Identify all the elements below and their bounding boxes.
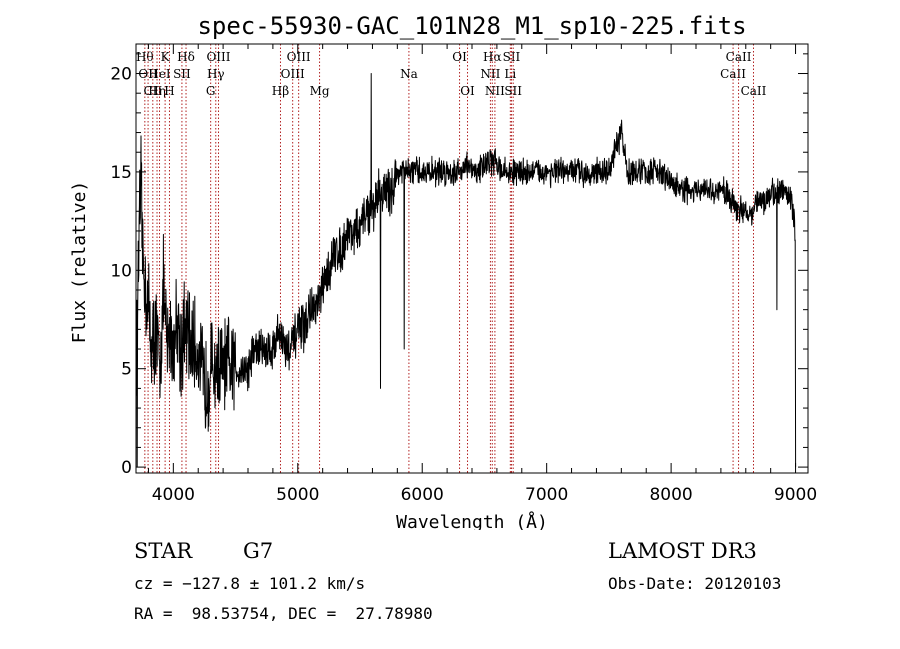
line-marker-label: OII xyxy=(138,67,158,81)
line-marker-label: CaII xyxy=(741,84,767,98)
spectrum-chart: spec-55930-GAC_101N28_M1_sp10-225.fits H… xyxy=(69,12,817,530)
line-marker-label: OIII xyxy=(206,50,230,64)
redshift-text: cz = −127.8 ± 101.2 km/s xyxy=(134,574,366,593)
y-tick-label: 0 xyxy=(121,458,132,478)
x-axis-label: Wavelength (Å) xyxy=(396,511,548,530)
y-tick-label: 5 xyxy=(121,360,132,380)
line-marker-label: OIII xyxy=(287,50,311,64)
line-marker-label: NII xyxy=(485,84,505,98)
object-subclass: G7 xyxy=(243,539,274,563)
spectrum-series xyxy=(135,73,797,468)
line-marker-label: Hγ xyxy=(207,67,225,81)
line-marker-label: G xyxy=(206,84,216,98)
spectrum-line xyxy=(135,73,797,468)
line-marker-label: CII xyxy=(143,84,162,98)
line-marker-label: Mg xyxy=(310,84,330,98)
line-marker-label: HeI xyxy=(148,67,171,81)
line-marker-label: Hδ xyxy=(177,50,195,64)
line-marker-label: Hη xyxy=(148,84,166,98)
x-tick-label: 9000 xyxy=(774,485,817,505)
line-marker-label: SII xyxy=(503,50,521,64)
line-marker-label: SII xyxy=(504,84,522,98)
y-tick-label: 20 xyxy=(110,65,132,85)
x-tick-label: 8000 xyxy=(649,485,692,505)
line-marker-label: SII xyxy=(173,67,191,81)
line-marker-label: CaII xyxy=(720,67,746,81)
x-tick-label: 7000 xyxy=(525,485,568,505)
coordinates: RA = 98.53754, DEC = 27.78980 xyxy=(134,604,433,623)
line-marker-label: Hθ xyxy=(136,50,154,64)
line-marker-label: Na xyxy=(400,67,418,81)
y-tick-label: 10 xyxy=(110,261,132,281)
y-axis-label: Flux (relative) xyxy=(69,181,90,344)
line-marker-label: Hα xyxy=(483,50,502,64)
survey-name: LAMOST DR3 xyxy=(608,539,757,563)
object-class: STAR xyxy=(134,539,193,563)
line-marker-label: NII xyxy=(480,67,500,81)
line-marker-label: OIII xyxy=(281,67,305,81)
x-tick-label: 6000 xyxy=(401,485,444,505)
line-marker-label: OI xyxy=(452,50,467,64)
line-marker-label: H xyxy=(164,84,174,98)
line-marker-label: Hβ xyxy=(272,84,289,98)
axes: 4000 5000 6000 7000 8000 9000 0 5 10 15 20 xyxy=(110,44,817,505)
y-tick-label: 15 xyxy=(110,163,132,183)
x-tick-label: 4000 xyxy=(152,485,195,505)
line-marker-label: CaII xyxy=(726,50,752,64)
line-marker-label: K xyxy=(161,50,171,64)
line-marker-label: Li xyxy=(504,67,516,81)
chart-title: spec-55930-GAC_101N28_M1_sp10-225.fits xyxy=(197,12,746,40)
plot-frame xyxy=(135,43,809,474)
obs-date: Obs-Date: 20120103 xyxy=(608,574,782,593)
x-tick-label: 5000 xyxy=(276,485,319,505)
line-marker-label: OI xyxy=(460,84,475,98)
